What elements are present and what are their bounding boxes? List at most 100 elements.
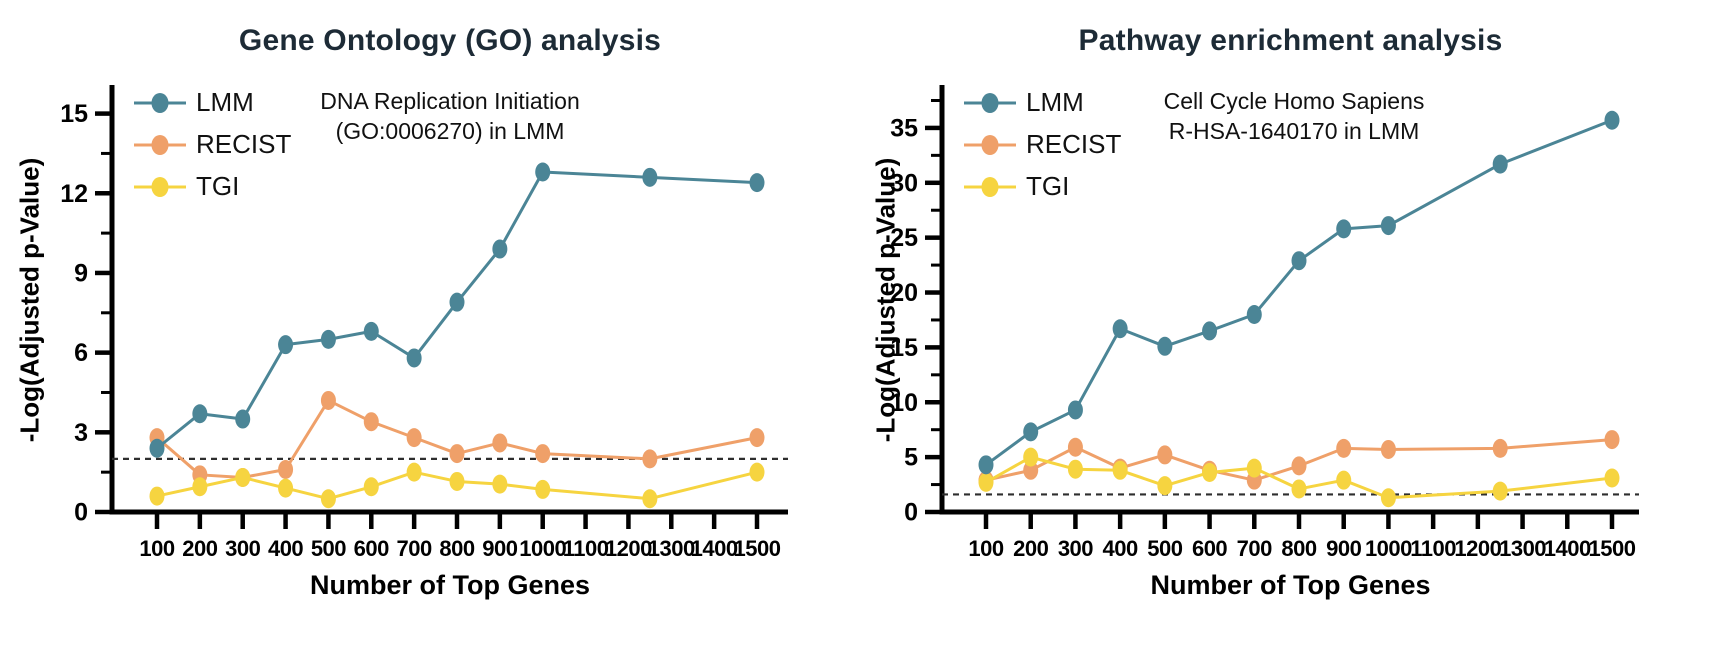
x-tick-label: 500 — [311, 536, 346, 561]
data-point-recist — [642, 449, 658, 469]
data-point-recist — [363, 412, 379, 432]
x-tick-label: 100 — [968, 536, 1003, 561]
y-tick-label: 12 — [60, 180, 88, 208]
data-point-recist — [749, 428, 765, 448]
lmm-marker-icon — [964, 92, 1016, 113]
plot-area: 0 5 10 15 20 25 30 35 100 200 300 400 500 600 700 800 90… — [890, 85, 1639, 561]
data-point-lmm — [492, 239, 508, 259]
legend-label-lmm: LMM — [196, 87, 254, 117]
data-point-tgi — [1023, 447, 1039, 467]
y-tick-label: 6 — [74, 339, 88, 367]
x-tick-label: 200 — [1013, 536, 1048, 561]
annotation-line-2: (GO:0006270) in LMM — [335, 118, 565, 144]
recist-marker-icon — [964, 134, 1016, 155]
data-point-recist — [278, 460, 294, 480]
data-point-recist — [492, 433, 508, 453]
data-point-lmm — [1336, 219, 1352, 239]
data-point-tgi — [535, 479, 551, 499]
x-tick-label: 1200 — [1454, 536, 1501, 561]
data-point-recist — [1291, 456, 1307, 476]
y-tick-label: 0 — [904, 499, 918, 527]
x-tick-label: 1300 — [1499, 536, 1546, 561]
data-point-recist — [535, 444, 551, 464]
data-point-lmm — [149, 438, 165, 458]
x-tick-label: 1100 — [1410, 536, 1456, 561]
data-point-tgi — [1380, 488, 1396, 508]
data-point-tgi — [1492, 481, 1508, 501]
recist-marker-icon — [134, 134, 186, 155]
x-tick-label: 600 — [1192, 536, 1227, 561]
pathway-analysis-panel: Pathway enrichment analysis -Log(Adjuste… — [864, 0, 1728, 650]
series-line-lmm — [985, 118, 1613, 467]
data-point-recist — [1380, 439, 1396, 459]
data-point-recist — [1336, 438, 1352, 458]
x-tick-label: 400 — [1103, 536, 1138, 561]
data-point-recist — [1067, 437, 1083, 457]
data-point-lmm — [235, 409, 251, 429]
legend-label-tgi: TGI — [1026, 171, 1070, 201]
annotation-line-2: R-HSA-1640170 in LMM — [1168, 118, 1420, 144]
x-tick-label: 900 — [1326, 536, 1361, 561]
series-line-recist — [985, 438, 1613, 482]
data-point-tgi — [1604, 468, 1620, 488]
legend: LMM RECIST TGI — [134, 86, 291, 203]
x-tick-label: 300 — [1058, 536, 1093, 561]
x-tick-label: 900 — [482, 536, 517, 561]
x-tick-label: 700 — [1237, 536, 1272, 561]
data-point-recist — [1023, 460, 1039, 480]
x-tick-label: 1400 — [691, 536, 738, 561]
x-tick-label: 700 — [397, 536, 432, 561]
x-tick-label: 1500 — [734, 536, 781, 561]
data-point-lmm — [1604, 110, 1620, 130]
legend-item-tgi: TGI — [134, 170, 291, 203]
legend-label-recist: RECIST — [1026, 129, 1122, 159]
data-point-lmm — [642, 167, 658, 187]
x-tick-label: 1000 — [519, 536, 566, 561]
x-tick-label: 500 — [1147, 536, 1182, 561]
x-axis-title: Number of Top Genes — [309, 570, 591, 600]
data-point-lmm — [192, 404, 208, 424]
x-tick-label: 1000 — [1365, 536, 1412, 561]
x-tick-label: 1300 — [648, 536, 695, 561]
data-point-tgi — [363, 477, 379, 497]
lmm-marker-icon — [134, 92, 186, 113]
data-point-recist — [1157, 445, 1173, 465]
chart-annotation: Cell Cycle Homo Sapiens R-HSA-1640170 in… — [1064, 86, 1524, 146]
data-point-tgi — [1291, 479, 1307, 499]
x-tick-label: 800 — [1281, 536, 1316, 561]
data-point-recist — [449, 444, 465, 464]
data-point-lmm — [278, 335, 294, 355]
legend-item-tgi: TGI — [964, 170, 1121, 203]
series-line-tgi — [985, 455, 1613, 500]
legend-label-tgi: TGI — [196, 171, 240, 201]
y-tick-label: 5 — [904, 444, 918, 472]
data-point-lmm — [1202, 321, 1218, 341]
y-tick-label: 10 — [890, 389, 918, 417]
legend-item-lmm: LMM — [134, 86, 291, 119]
tgi-marker-icon — [134, 176, 186, 197]
data-point-recist — [1492, 438, 1508, 458]
x-tick-label: 100 — [139, 536, 174, 561]
data-point-tgi — [749, 462, 765, 482]
x-tick-label: 300 — [225, 536, 260, 561]
data-point-lmm — [1112, 319, 1128, 339]
y-tick-label: 35 — [890, 114, 918, 142]
data-point-tgi — [449, 471, 465, 491]
data-point-lmm — [406, 348, 422, 368]
data-point-tgi — [406, 462, 422, 482]
annotation-line-1: DNA Replication Initiation — [320, 88, 580, 114]
data-point-lmm — [363, 321, 379, 341]
data-point-tgi — [1112, 460, 1128, 480]
legend: LMM RECIST TGI — [964, 86, 1121, 203]
y-tick-label: 30 — [890, 169, 918, 197]
data-point-tgi — [1336, 470, 1352, 490]
data-point-tgi — [1067, 459, 1083, 479]
go-analysis-panel: Gene Ontology (GO) analysis -Log(Adjuste… — [15, 24, 788, 600]
data-point-tgi — [642, 489, 658, 509]
data-point-lmm — [1067, 400, 1083, 420]
data-point-lmm — [1157, 336, 1173, 356]
y-tick-label: 9 — [74, 259, 88, 287]
x-tick-label: 800 — [439, 536, 474, 561]
